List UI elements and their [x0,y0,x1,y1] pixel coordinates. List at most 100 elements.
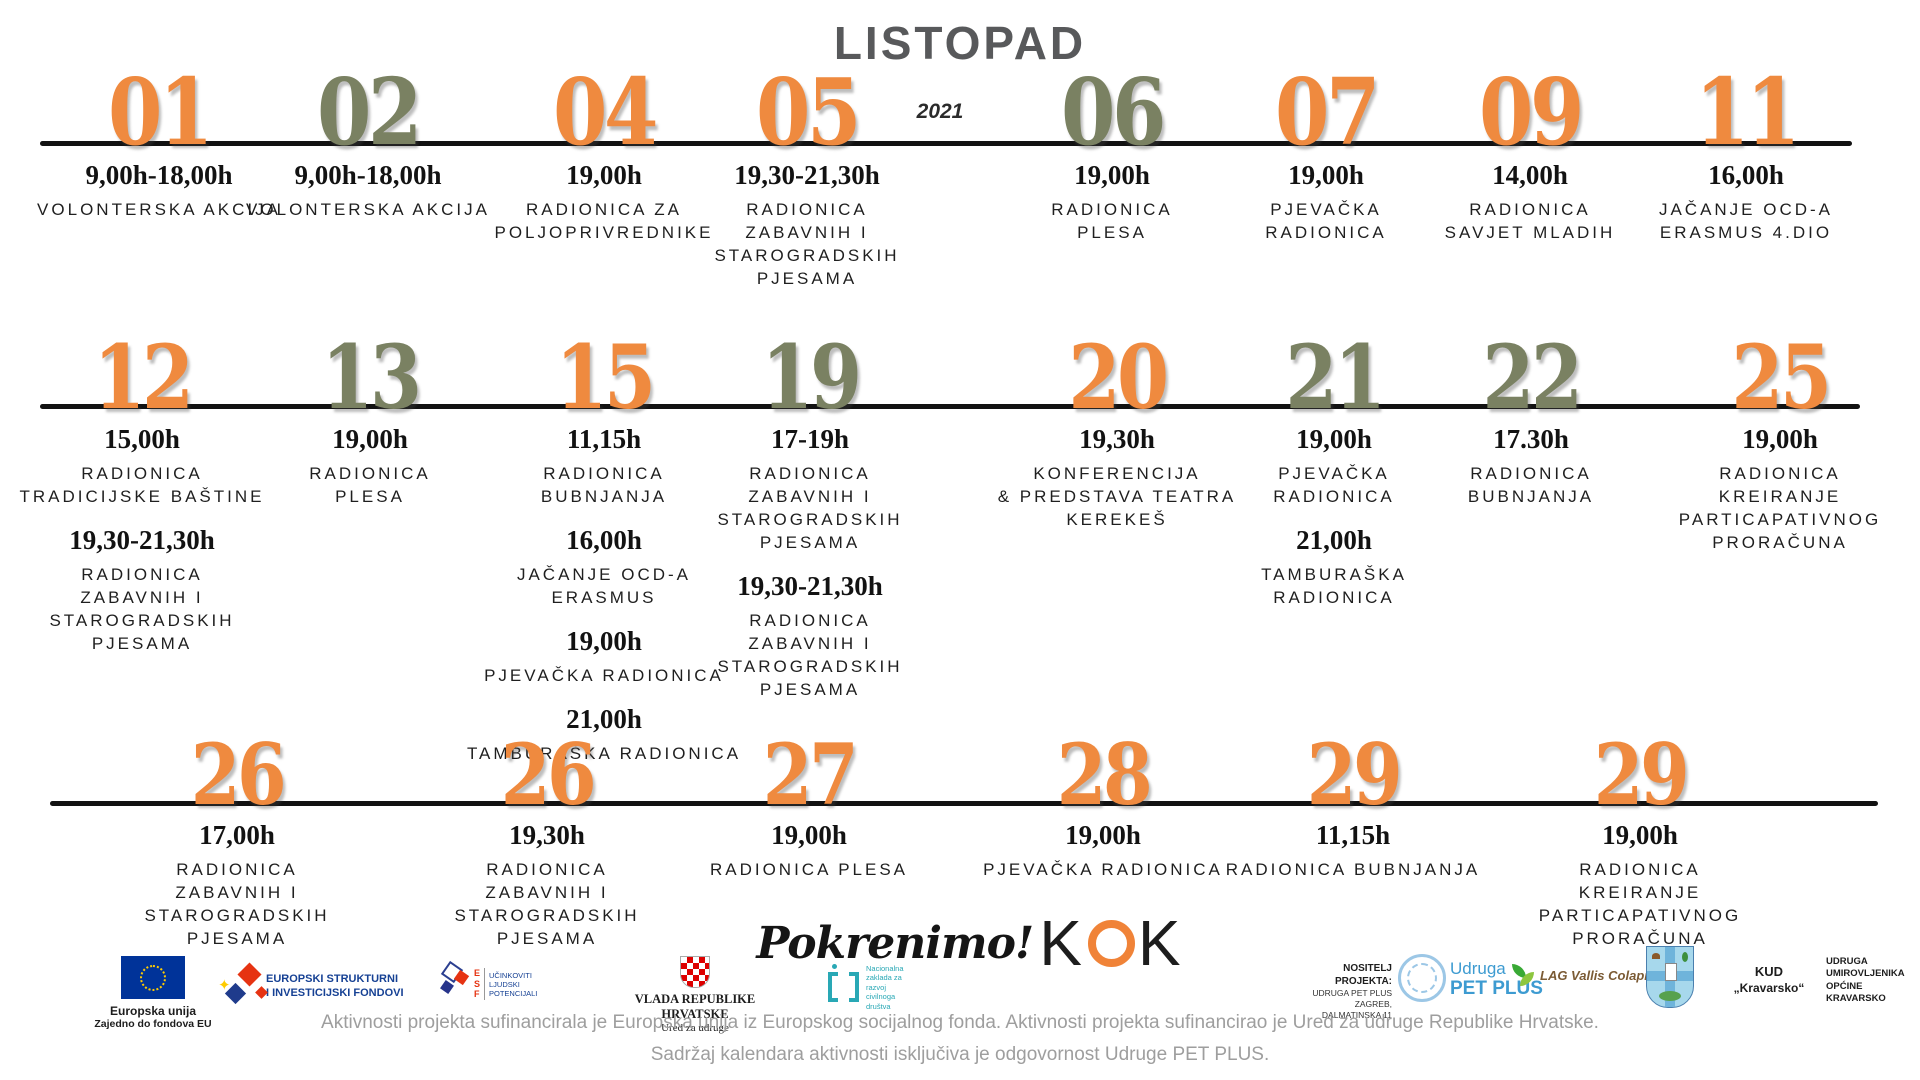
day-number: 11 [1694,58,1800,166]
event-time: 21,00h [566,703,642,734]
eu-flag-icon [121,956,185,999]
zaklada-text: Nacionalna zaklada za razvoj civilnoga d… [866,964,904,1011]
event-time: 19,30-21,30h [69,524,215,555]
day-events: 19,00h PJEVAČKA RADIONICA [943,810,1263,898]
year-label: 2021 [916,100,964,123]
day-number: 29 [1593,725,1690,824]
petplus-line2: PET PLUS [1450,977,1543,999]
event-title-line: RADIONICA [1273,486,1395,506]
event-time: 19,30-21,30h [734,160,880,190]
day-events: 19,30-21,30h RADIONICA ZABAVNIH I STAROGRAD… [682,150,932,307]
event-time: 19,00h [1065,820,1141,850]
event-title: RADIONICA SAVJET MLADIH [1405,199,1655,245]
zaklada-line4: civilnoga [866,992,896,1002]
event-title: JAČANJE OCD-A ERASMUS 4.DIO [1606,199,1886,245]
event-time: 19,00h [771,820,847,850]
esf-text-line3: POTENCIJALI [489,988,538,998]
esif-logo-text: EUROPSKI STRUKTURNI I INVESTICIJSKI FOND… [266,973,404,1001]
event-time: 11,15h [1315,820,1391,850]
event-title: TAMBURAŠKA RADIONICA [414,743,794,766]
event-title: TAMBURAŠKA RADIONICA [1219,564,1449,610]
event-title: RADIONICA TRADICIJSKE BAŠTINE [0,463,297,509]
event-title-line: RADIONICA [1719,464,1841,483]
event-title-line: PJESAMA [759,679,861,699]
event-title: PJEVAČKA RADIONICA [1219,463,1449,509]
day-events: 11,15h RADIONICA BUBNJANJA [1183,810,1523,898]
day-number: 21 [1285,325,1386,429]
bracket-left-icon [828,964,842,1003]
day-number: 01 [107,58,213,166]
day-events: 19,00h RADIONICA ZA POLJOPRIVREDNIKE [464,150,744,261]
event-title-line: RADIONICA [543,464,665,483]
event-title-line: RADIONICA [1470,464,1592,483]
event-time: 17,00h [199,820,275,850]
eu-logo-line1: Europska unija [109,1004,197,1018]
esif-diamonds-icon: ✦ [218,962,268,1010]
event-time: 15,00h [104,424,180,454]
zaklada-line5: društva [866,1001,891,1011]
event-time: 9,00h-18,00h [85,160,233,190]
event-time: 19,00h [1742,424,1818,454]
event-title-line: ERASMUS [551,587,657,607]
leaf-swirl-icon [1512,964,1534,986]
event-time: 19,30h [509,820,585,850]
event-title-line: ZABAVNIH I [485,882,609,902]
esf-logo-text: UČINKOVITI LJUDSKI POTENCIJALI [489,971,537,998]
event-title-line: KREIRANJE [1578,882,1702,902]
event-title: RADIONICA KREIRANJE PARTICAPATIVNOG PRORAČU… [1505,859,1775,951]
day-number: 15 [555,325,656,429]
esf-flower-icon [440,960,474,1006]
day-events: 19,00h RADIONICA PLESA [649,810,969,898]
event-title-line: ZABAVNIH I [748,486,872,506]
esf-text-line2: LJUDSKI [489,979,520,989]
event-title: RADIONICA BUBNJANJA [1183,859,1523,882]
nositelj-line2: UDRUGA PET PLUS [1312,988,1392,998]
kud-kravarsko-label: KUD „Kravarsko“ [1724,964,1814,996]
day-events: 14,00h RADIONICA SAVJET MLADIH [1405,150,1655,261]
event-title-line: TAMBURAŠKA RADIONICA [466,743,742,763]
event-time: 19,00h [332,424,408,454]
day-number: 13 [321,325,422,429]
esf-text-line1: UČINKOVITI [489,970,532,980]
kravarsko-coat-of-arms-icon [1646,946,1694,1008]
event-title-line: PJESAMA [759,532,861,552]
event-title-line: RADIONICA BUBNJANJA [1225,860,1481,879]
eu-flag-logo: Europska unija Zajedno do fondova EU [88,956,218,1030]
event-title: RADIONICA ZA POLJOPRIVREDNIKE [464,199,744,245]
event-title-line: STAROGRADSKIH [717,509,903,529]
day-number: 26 [190,725,287,824]
event-time: 19,00h [1602,820,1678,850]
event-title-line: PJEVAČKA [1278,464,1390,483]
event-title-line: STAROGRADSKIH [454,905,640,925]
day-events: 17.30h RADIONICA BUBNJANJA [1416,414,1646,525]
event-title-line: POLJOPRIVREDNIKE [494,222,714,242]
event-title-line: STAROGRADSKIH [717,656,903,676]
event-title: VOLONTERSKA AKCIJA [0,199,339,222]
umir-line4: KRAVARSKO [1826,993,1886,1005]
lag-label: LAG Vallis Colapis [1540,967,1656,983]
event-title-line: RADIONICA [746,200,868,219]
event-time: 19,00h [566,160,642,190]
zaklada-line3: razvoj [866,982,887,992]
event-title-line: RADIONICA [176,860,298,879]
eu-logo-line2: Zajedno do fondova EU [94,1018,212,1030]
day-events: 19,00h RADIONICA KREIRANJE PARTICAPATIVNOG P… [1645,414,1915,571]
event-title-line: ZABAVNIH I [80,587,204,607]
event-title: PJEVAČKA RADIONICA [1211,199,1441,245]
day-number: 05 [755,58,861,166]
event-title-line: PRORAČUNA [1572,928,1708,948]
nositelj-line3: ZAGREB, DALMATINSKA 11 [1321,999,1392,1021]
event-title-line: RADIONICA PLESA [709,860,909,879]
day-events: 9,00h-18,00h VOLONTERSKA AKCIJA [188,150,548,238]
kok-orange-ring-icon [1087,919,1135,967]
event-title-line: RADIONICA [749,610,871,630]
event-title-line: JAČANJE OCD-A [516,564,692,584]
petplus-brain-icon [1398,954,1446,1002]
event-title: RADIONICA ZABAVNIH I STAROGRADSKIH PJESAMA [0,564,297,656]
day-number: 19 [761,325,862,429]
event-title-line: RADIONICA [1273,587,1395,607]
event-title: RADIONICA ZABAVNIH I STAROGRADSKIH PJESAMA [102,859,372,951]
disclaimer-line-2: Sadržaj kalendara aktivnosti isključiva … [650,1044,1270,1065]
